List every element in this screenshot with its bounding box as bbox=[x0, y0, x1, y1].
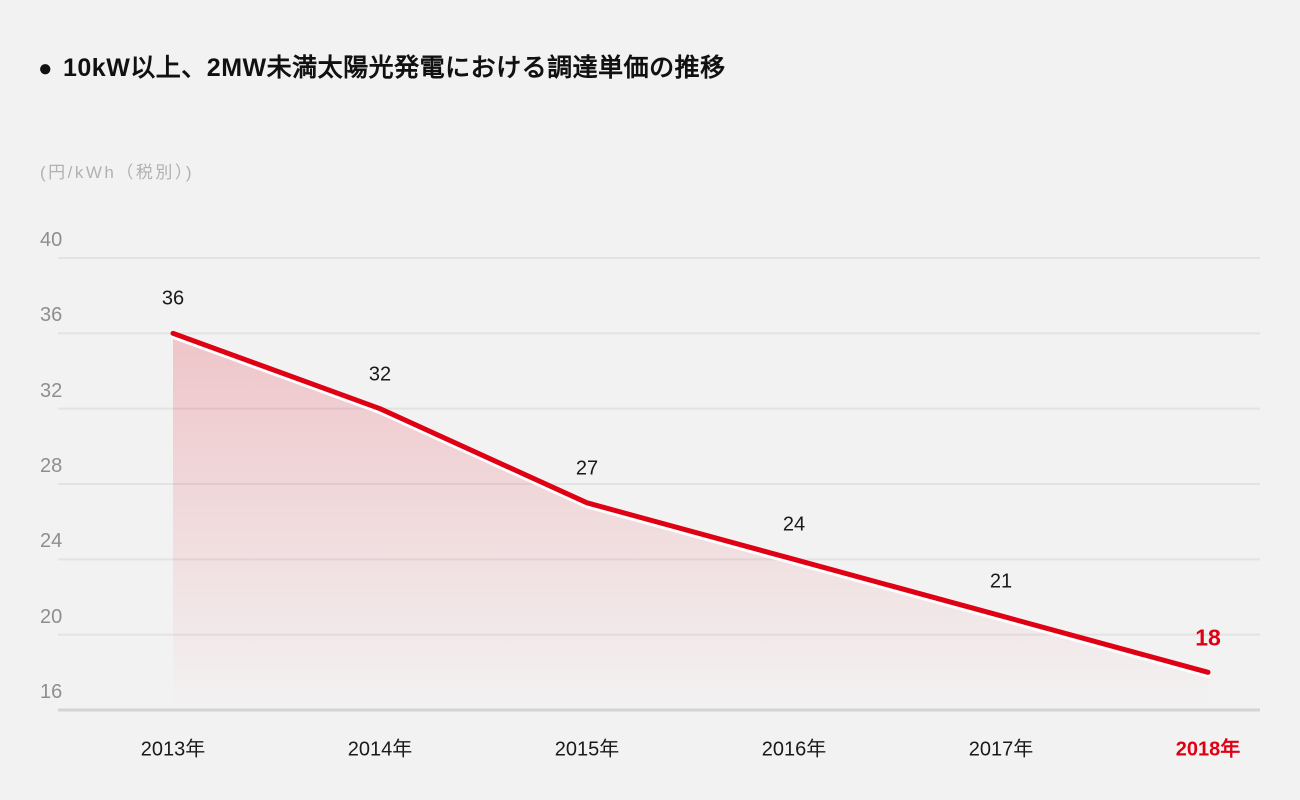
data-label: 24 bbox=[782, 513, 806, 536]
bullet-icon: ● bbox=[38, 55, 53, 82]
data-label: 18 bbox=[1195, 624, 1221, 651]
x-category-label: 2018年 bbox=[1175, 738, 1241, 761]
data-label: 21 bbox=[989, 570, 1013, 593]
data-label: 27 bbox=[575, 457, 599, 480]
data-label: 32 bbox=[368, 363, 392, 386]
area-fill bbox=[173, 333, 1208, 710]
y-axis-unit-label: (円/kWh（税別）) bbox=[40, 163, 195, 182]
data-label: 36 bbox=[161, 287, 185, 310]
y-tick-label: 40 bbox=[40, 229, 63, 251]
y-tick-label: 16 bbox=[40, 681, 63, 703]
x-category-label: 2015年 bbox=[554, 738, 620, 761]
x-category-label: 2013年 bbox=[140, 738, 206, 761]
price-series bbox=[170, 330, 1211, 710]
y-tick-label: 32 bbox=[40, 379, 63, 402]
y-tick-label: 36 bbox=[40, 304, 63, 327]
y-tick-label: 20 bbox=[40, 605, 63, 628]
y-tick-label: 24 bbox=[40, 530, 63, 553]
y-tick-label: 28 bbox=[40, 455, 63, 477]
chart-header: ● 10kW以上、2MW未満太陽光発電における調達単価の推移 bbox=[38, 48, 726, 84]
x-category-label: 2016年 bbox=[761, 738, 827, 761]
x-category-label: 2017年 bbox=[968, 738, 1034, 761]
price-line bbox=[170, 330, 1211, 675]
chart-title: 10kW以上、2MW未満太陽光発電における調達単価の推移 bbox=[63, 54, 726, 82]
price-line-underlay bbox=[170, 333, 1211, 678]
x-category-label: 2014年 bbox=[347, 738, 413, 761]
